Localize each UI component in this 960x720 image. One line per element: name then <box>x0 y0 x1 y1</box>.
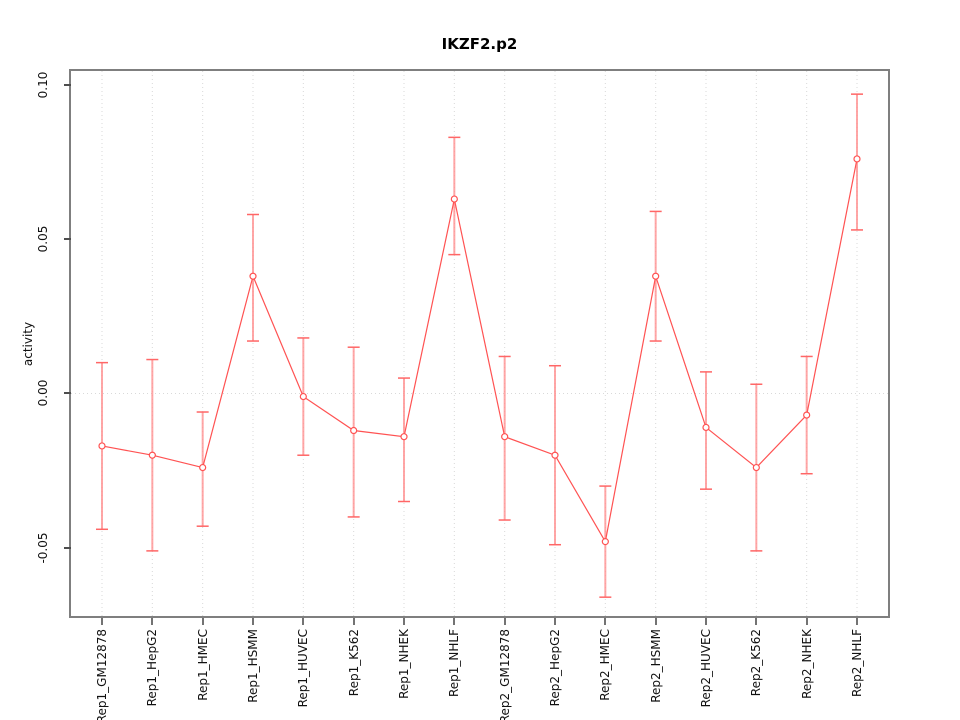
x-tick-label-Rep1_HSMM: Rep1_HSMM <box>246 629 260 703</box>
y-tick-label: 0.00 <box>36 380 50 407</box>
y-axis-tick <box>64 546 71 549</box>
x-tick-label-Rep1_K562: Rep1_K562 <box>346 629 361 697</box>
x-axis-tick <box>201 618 204 625</box>
y-axis-tick <box>64 83 71 86</box>
x-axis-tick <box>503 618 506 625</box>
series-line <box>101 158 858 544</box>
x-tick-label-Rep2_HepG2: Rep2_HepG2 <box>548 629 562 707</box>
x-tick-label-Rep2_HUVEC: Rep2_HUVEC <box>699 629 713 708</box>
x-tick-label-Rep2_HMEC: Rep2_HMEC <box>598 629 613 701</box>
x-axis-tick <box>654 618 657 625</box>
x-axis-tick <box>604 618 607 625</box>
x-tick-label-Rep2_HSMM: Rep2_HSMM <box>648 629 663 703</box>
plot-frame <box>69 69 890 618</box>
y-axis-label: activity <box>21 321 35 366</box>
data-point-Rep1_HepG2 <box>148 451 156 459</box>
x-tick-label-Rep2_NHEK: Rep2_NHEK <box>799 629 814 699</box>
x-tick-label-Rep1_HepG2: Rep1_HepG2 <box>145 629 160 707</box>
x-axis-tick <box>554 618 556 625</box>
data-point-Rep2_HMEC <box>601 538 609 546</box>
x-axis-tick <box>151 618 154 625</box>
x-tick-label-Rep1_NHEK: Rep1_NHEK <box>397 629 411 699</box>
x-axis-tick <box>453 618 456 625</box>
data-point-Rep2_HUVEC <box>702 423 710 432</box>
y-tick-label: -0.05 <box>36 532 50 564</box>
x-axis-tick <box>856 618 858 625</box>
x-tick-label-Rep2_K562: Rep2_K562 <box>749 629 764 697</box>
data-point-Rep1_NHEK <box>400 433 408 441</box>
y-tick-label: 0.10 <box>36 71 50 99</box>
x-axis-tick <box>403 618 405 625</box>
x-tick-label-Rep2_NHLF: Rep2_NHLF <box>850 629 864 698</box>
data-point-Rep1_HSMM <box>249 272 257 280</box>
data-point-Rep2_NHLF <box>853 155 861 163</box>
data-point-Rep2_K562 <box>752 463 760 472</box>
y-axis-tick <box>64 238 71 241</box>
data-point-Rep2_HSMM <box>652 272 660 280</box>
data-point-Rep2_NHEK <box>803 411 811 419</box>
plot-area <box>71 71 888 616</box>
x-tick-label-Rep1_NHLF: Rep1_NHLF <box>447 629 462 698</box>
x-tick-label-Rep1_HUVEC: Rep1_HUVEC <box>296 629 311 708</box>
y-axis-tick <box>64 392 71 395</box>
x-axis-tick <box>705 618 707 625</box>
data-point-Rep1_GM12878 <box>98 442 106 450</box>
x-axis-tick <box>252 618 254 625</box>
x-tick-label-Rep2_GM12878: Rep2_GM12878 <box>497 629 512 720</box>
x-axis-tick <box>755 618 758 625</box>
x-axis-tick <box>352 618 355 625</box>
x-axis-tick <box>302 618 305 625</box>
data-point-Rep1_NHLF <box>450 195 458 203</box>
data-point-Rep1_K562 <box>350 426 358 435</box>
x-tick-label-Rep1_GM12878: Rep1_GM12878 <box>95 629 109 720</box>
data-point-Rep1_HMEC <box>199 463 207 472</box>
x-tick-label-Rep1_HMEC: Rep1_HMEC <box>195 629 210 701</box>
x-axis-tick <box>805 618 808 625</box>
chart-title: IKZF2.p2 <box>441 35 518 53</box>
y-tick-label: 0.05 <box>36 225 50 253</box>
data-point-Rep2_GM12878 <box>501 433 509 441</box>
data-point-Rep1_HUVEC <box>299 392 307 401</box>
x-axis-tick <box>101 618 103 625</box>
data-point-Rep2_HepG2 <box>551 451 559 459</box>
